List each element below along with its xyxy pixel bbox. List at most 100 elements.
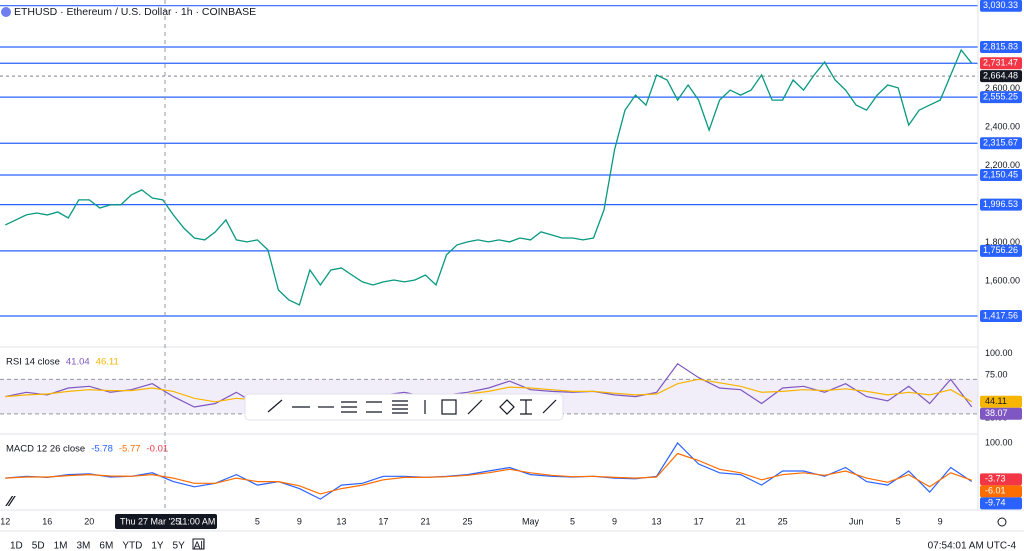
tool-brush[interactable]: [467, 399, 483, 415]
level-badge: [980, 0, 1022, 12]
timeframe[interactable]: 5Y: [173, 541, 186, 551]
x-tick-label: 13: [336, 516, 346, 526]
value-badge-label: -6.01: [985, 486, 1006, 496]
value-badge: [980, 485, 1022, 498]
level-label: 1,417.56: [983, 310, 1018, 320]
y-tick-label: 1,600.00: [985, 275, 1020, 285]
series-line: [5, 452, 972, 495]
crosshair-time: 11:00 AM: [178, 516, 215, 526]
symbol-icon: [1, 7, 11, 17]
legend-value: -0.01: [147, 444, 169, 455]
level-badge: [980, 40, 1022, 53]
pane-title: MACD 12 26 close: [6, 444, 85, 455]
x-tick-label: 25: [778, 516, 788, 526]
x-tick-label: 25: [462, 516, 472, 526]
timeframe[interactable]: 1M: [54, 541, 68, 551]
level-badge: [980, 91, 1022, 104]
value-badge-label: -9.74: [985, 498, 1006, 508]
x-tick-label: May: [522, 516, 540, 526]
clock: 07:54:01 AM UTC-4: [928, 541, 1017, 551]
value-badge-label: 44.11: [985, 396, 1007, 406]
y-tick-label: 100.00: [985, 348, 1013, 358]
value-badge: [980, 395, 1022, 408]
x-tick-label: 12: [0, 516, 10, 526]
y-tick-label: 2,400.00: [985, 121, 1020, 131]
series-line: [5, 442, 973, 500]
x-tick-label: Jun: [849, 516, 864, 526]
level-badge: [980, 70, 1022, 83]
tool-path[interactable]: [542, 399, 557, 414]
calendar-icon[interactable]: [192, 538, 205, 550]
x-tick-label: 5: [896, 516, 901, 526]
timeframe[interactable]: 1Y: [151, 541, 164, 551]
timeframe[interactable]: 5D: [32, 541, 45, 551]
x-tick-label: 5: [255, 516, 260, 526]
y-tick-label: 2,200.00: [985, 160, 1020, 170]
x-tick-label: 17: [378, 516, 388, 526]
x-tick-label: 9: [297, 516, 302, 526]
tool-rect[interactable]: [441, 399, 457, 415]
series-line: [5, 378, 972, 410]
level-label: 2,315.67: [983, 138, 1018, 148]
level-badge: [980, 57, 1022, 70]
tool-text[interactable]: [520, 399, 532, 415]
level-label: 2,664.48: [983, 70, 1018, 80]
value-badge: [980, 473, 1022, 486]
tool-shape[interactable]: [499, 399, 515, 415]
tool-trendline[interactable]: [267, 399, 283, 413]
x-tick-label: 20: [84, 516, 94, 526]
tool-parallel[interactable]: [366, 401, 382, 413]
x-tick-label: 16: [42, 516, 52, 526]
x-tick-label: 9: [938, 516, 943, 526]
crosshair-label-box: [115, 514, 217, 529]
y-tick-label: 75.00: [985, 369, 1008, 379]
level-badge: [980, 137, 1022, 150]
level-badge: [980, 310, 1022, 323]
tool-fib[interactable]: [392, 400, 408, 414]
level-label: 1,996.53: [983, 199, 1018, 209]
x-tick-label: 5: [570, 516, 575, 526]
legend-value: 46.11: [96, 357, 119, 368]
x-tick-label: 13: [652, 516, 662, 526]
timeframe[interactable]: 1D: [10, 541, 23, 551]
level-label: 2,555.25: [983, 91, 1018, 101]
logo: ⁄⁄: [5, 493, 17, 510]
value-badge-label: -3.73: [985, 474, 1006, 484]
legend-value: -5.78: [91, 444, 113, 455]
level-badge: [980, 169, 1022, 182]
toolbar-box: [244, 393, 564, 421]
x-tick-label: 21: [420, 516, 430, 526]
level-label: 1,756.26: [983, 245, 1018, 255]
pane-title: RSI 14 close: [6, 357, 60, 368]
timeframe-bar: 1D 5D 1M 3M 6M YTD 1Y 5Y All: [10, 541, 205, 551]
value-badge: [980, 497, 1022, 510]
series-line: [5, 362, 973, 419]
tool-channel[interactable]: [341, 401, 357, 413]
settings-icon[interactable]: [997, 517, 1007, 527]
x-tick-label: 17: [694, 516, 704, 526]
value-badge: [980, 407, 1022, 420]
x-tick-label: 9: [612, 516, 617, 526]
timeframe[interactable]: All: [194, 541, 205, 551]
legend-value: -5.77: [119, 444, 141, 455]
value-badge-label: 38.07: [985, 408, 1008, 418]
level-label: 3,030.33: [983, 0, 1018, 10]
timeframe[interactable]: 6M: [99, 541, 113, 551]
crosshair-date: Thu 27 Mar '25: [120, 516, 180, 526]
x-tick-label: 21: [736, 516, 746, 526]
y-tick-label: 1,800.00: [985, 237, 1020, 247]
legend-value: 41.04: [66, 357, 90, 368]
level-label: 2,815.83: [983, 41, 1018, 51]
level-badge: [980, 198, 1022, 211]
timeframe[interactable]: 3M: [77, 541, 91, 551]
symbol-title: ETHUSD · Ethereum / U.S. Dollar · 1h · C…: [14, 6, 256, 18]
toolbar: [244, 393, 564, 421]
y-tick-label: 100.00: [985, 437, 1013, 447]
level-badge: [980, 244, 1022, 257]
level-label: 2,150.45: [983, 169, 1018, 179]
level-label: 2,731.47: [983, 58, 1018, 68]
price-line: [5, 48, 973, 306]
timeframe[interactable]: YTD: [122, 541, 142, 551]
